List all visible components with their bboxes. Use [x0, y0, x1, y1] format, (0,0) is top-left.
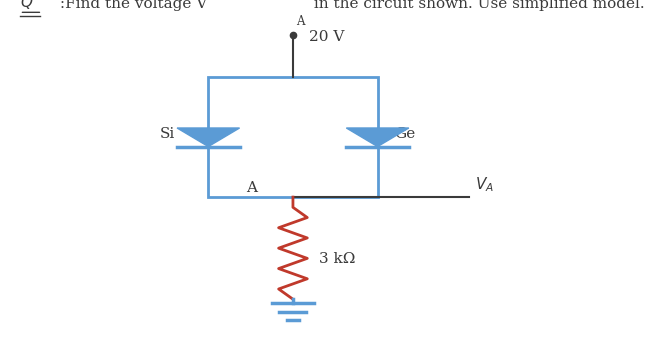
- Polygon shape: [177, 128, 240, 146]
- Text: 3 kΩ: 3 kΩ: [319, 252, 355, 266]
- Text: $V_A$: $V_A$: [475, 175, 494, 194]
- Bar: [208, 77, 378, 197]
- Text: A: A: [246, 181, 257, 195]
- Text: ′: ′: [42, 0, 46, 11]
- Text: A: A: [296, 15, 305, 28]
- Text: Ge: Ge: [394, 127, 415, 141]
- Polygon shape: [346, 128, 409, 146]
- Text: :Find the voltage V: :Find the voltage V: [55, 0, 208, 11]
- Text: 20 V: 20 V: [309, 30, 344, 44]
- Text: Si: Si: [159, 127, 174, 141]
- Text: $Q$: $Q$: [20, 0, 33, 11]
- Text: in the circuit shown. Use simplified model.: in the circuit shown. Use simplified mod…: [309, 0, 645, 11]
